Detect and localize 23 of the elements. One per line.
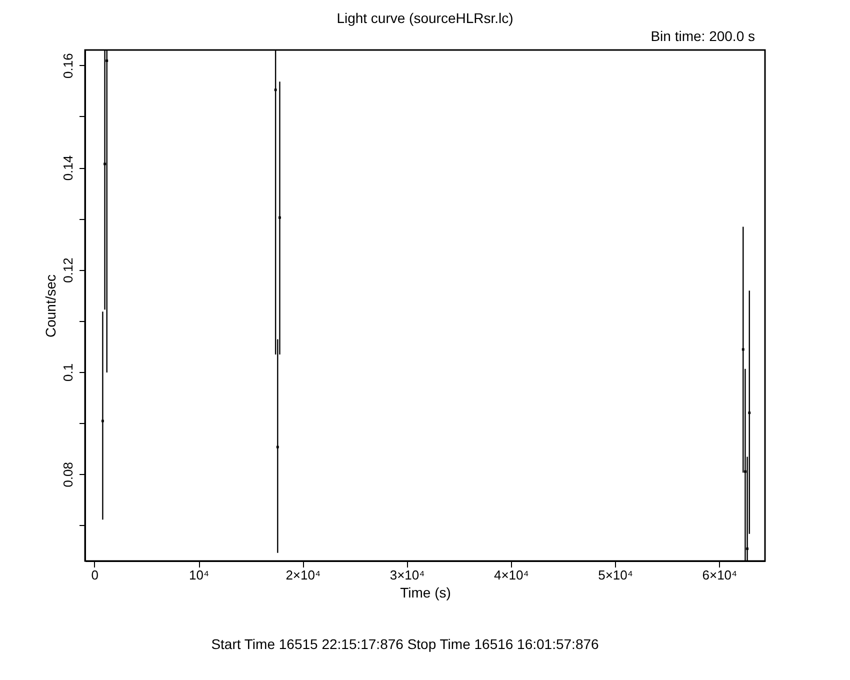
x-tick-label: 2×10⁴ [286,568,321,582]
y-tick-label: 0.1 [60,363,76,382]
chart-title: Light curve (sourceHLRsr.lc) [336,10,514,26]
x-tick-label: 5×10⁴ [598,568,633,582]
point [276,446,279,448]
point [104,162,106,166]
point [742,348,744,351]
x-tick-label: 4×10⁴ [494,568,529,582]
text: Start Time 16515 22:15:17:876 Stop Time 16516 16:01:57:876 [211,636,600,652]
y-tick-label: 0.14 [60,155,76,181]
x-tick-label: 3×10⁴ [390,568,425,582]
chart-subtitle: Bin time: 200.0 s [650,28,755,44]
point [274,88,277,92]
x-tick-label: 0 [91,568,98,582]
point [744,470,746,473]
y-tick-label: 0.12 [60,258,76,283]
x-axis-title: Time (s) [400,584,451,600]
point [748,412,751,414]
y-tick-label: 0.16 [60,53,76,78]
y-axis-title: Count/sec [42,274,58,338]
y-tick-label: 0.08 [60,462,76,488]
x-tick-label: 6×10⁴ [702,568,738,582]
x-tick-label: 10⁴ [188,568,210,582]
